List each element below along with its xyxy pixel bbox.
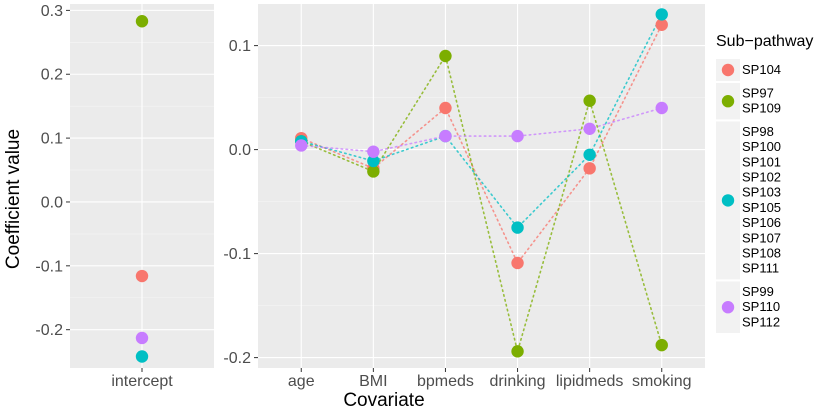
intercept-y-axis: -0.2 -0.1 0.0 0.1 0.2 0.3: [35, 3, 70, 339]
series-line: [300, 107, 663, 153]
legend-label: SP99: [742, 284, 774, 299]
y-axis-title: Coefficient value: [3, 129, 24, 269]
legend-label: SP101: [742, 154, 781, 169]
data-point: [655, 101, 668, 115]
y-tick-label: 0.0: [229, 142, 251, 159]
legend-label: SP109: [742, 101, 781, 116]
legend: SP104SP97SP109SP98SP100SP101SP102SP103SP…: [716, 59, 781, 333]
y-tick-label: 0.1: [229, 38, 251, 55]
data-point: [511, 345, 524, 358]
data-point: [367, 145, 380, 158]
data-point: [295, 139, 308, 152]
legend-label: SP97: [742, 86, 774, 101]
intercept-points: [135, 15, 149, 363]
legend-label: SP100: [742, 139, 781, 154]
legend-label: SP111: [742, 261, 779, 276]
legend-label: SP105: [742, 200, 781, 215]
legend-marker: [721, 63, 735, 77]
data-point: [135, 350, 149, 363]
legend-label: SP106: [742, 215, 781, 230]
data-point: [583, 94, 596, 107]
data-point: [367, 154, 380, 168]
intercept-x-axis: intercept: [111, 368, 173, 390]
covariate-panel-background: [258, 4, 705, 368]
data-point: [135, 269, 149, 283]
legend-marker: [721, 301, 735, 314]
y-tick-label: 0.3: [41, 3, 63, 20]
data-point: [439, 49, 452, 63]
data-point: [583, 162, 596, 175]
legend-label: SP112: [742, 314, 780, 329]
y-tick-label: -0.1: [223, 246, 251, 263]
data-point: [367, 165, 380, 178]
y-tick-label: -0.2: [223, 350, 251, 367]
data-point: [439, 101, 452, 115]
data-point: [135, 331, 149, 345]
legend-label: SP98: [742, 124, 774, 139]
legend-marker: [721, 194, 735, 207]
series-line: [300, 13, 663, 229]
legend-label: SP110: [742, 299, 780, 314]
series-line: [300, 53, 663, 355]
covariate-y-axis: -0.2 -0.1 0.0 0.1: [223, 38, 258, 367]
data-point: [583, 122, 596, 135]
intercept-panel-grid: [70, 4, 214, 368]
x-tick-label: bpmeds: [417, 373, 474, 390]
legend-title: Sub−pathway: [716, 33, 813, 50]
x-tick-label: drinking: [490, 373, 546, 390]
covariate-series-lines: [300, 13, 663, 355]
legend-label: SP102: [742, 170, 781, 185]
covariate-x-axis: age BMI bpmeds drinking lipidmeds smoking: [288, 368, 692, 390]
x-tick-label: smoking: [632, 373, 692, 390]
data-point: [511, 256, 524, 270]
data-point: [135, 15, 149, 28]
data-point: [511, 221, 524, 234]
data-point: [655, 8, 668, 21]
covariate-points: [295, 8, 668, 358]
covariate-panel-grid: [258, 4, 705, 368]
data-point: [655, 338, 668, 352]
data-point: [655, 18, 668, 31]
data-point: [511, 129, 524, 143]
y-tick-label: 0.1: [41, 131, 63, 148]
x-tick-label: age: [288, 373, 315, 390]
legend-label: SP103: [742, 185, 781, 200]
x-tick-label: intercept: [111, 373, 173, 390]
data-point: [439, 129, 452, 143]
y-tick-label: 0.2: [41, 67, 63, 84]
y-tick-label: -0.1: [35, 258, 63, 275]
legend-label: SP108: [742, 246, 781, 261]
y-tick-label: 0.0: [41, 194, 63, 211]
x-tick-label: BMI: [359, 373, 387, 390]
y-tick-label: -0.2: [35, 322, 63, 339]
legend-label: SP104: [742, 62, 781, 77]
x-axis-title: Covariate: [343, 390, 424, 411]
series-line: [300, 23, 663, 265]
legend-marker: [721, 95, 735, 108]
data-point: [583, 148, 596, 161]
x-tick-label: lipidmeds: [556, 373, 624, 390]
legend-label: SP107: [742, 230, 781, 245]
